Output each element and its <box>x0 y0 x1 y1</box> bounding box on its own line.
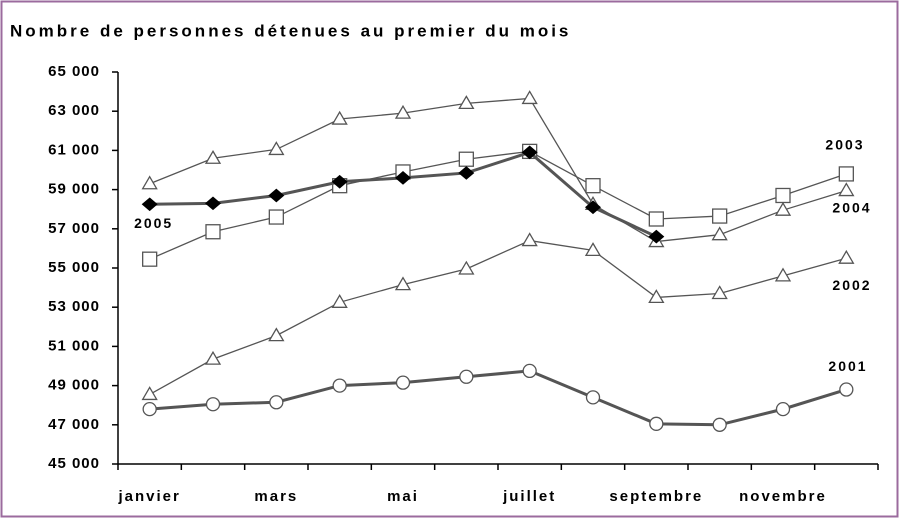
y-tick-label: 45 000 <box>48 455 100 472</box>
y-tick-label: 59 000 <box>48 181 100 198</box>
marker <box>205 397 221 412</box>
marker <box>648 211 664 227</box>
marker <box>458 166 475 180</box>
series-line <box>149 239 847 395</box>
marker <box>458 151 474 167</box>
x-tick-label: mai <box>387 488 419 505</box>
y-tick-label: 61 000 <box>48 141 100 158</box>
marker <box>205 196 221 211</box>
series-line <box>149 97 847 243</box>
marker <box>204 350 222 365</box>
y-tick-label: 65 000 <box>48 63 100 80</box>
marker <box>269 395 284 410</box>
series-label: 2002 <box>832 277 871 293</box>
y-tick-label: 55 000 <box>48 259 100 276</box>
marker <box>205 224 221 240</box>
marker <box>395 170 411 185</box>
marker <box>394 104 412 119</box>
marker <box>331 294 348 308</box>
marker <box>395 375 411 390</box>
y-tick-label: 49 000 <box>48 377 100 394</box>
marker <box>774 267 792 282</box>
marker <box>838 249 855 264</box>
series-label: 2001 <box>828 358 867 374</box>
series-label: 2004 <box>832 199 871 215</box>
series-label: 2005 <box>134 215 173 231</box>
marker <box>521 145 538 160</box>
marker <box>331 110 348 125</box>
marker <box>838 166 854 182</box>
marker <box>712 208 728 224</box>
marker <box>459 369 474 384</box>
x-tick-label: juillet <box>502 488 556 505</box>
marker <box>838 182 855 197</box>
marker <box>774 201 792 216</box>
y-tick-label: 51 000 <box>48 337 100 354</box>
marker <box>584 242 602 257</box>
marker <box>711 285 728 300</box>
y-tick-label: 53 000 <box>48 298 100 315</box>
x-tick-label: janvier <box>117 488 180 505</box>
marker <box>585 178 601 194</box>
y-tick-label: 57 000 <box>48 220 100 237</box>
marker <box>521 232 538 247</box>
marker <box>394 276 412 291</box>
marker <box>268 327 285 342</box>
marker <box>331 174 348 189</box>
marker <box>648 289 665 304</box>
x-tick-label: mars <box>254 488 298 505</box>
marker <box>649 416 664 431</box>
marker <box>648 229 665 244</box>
marker <box>142 251 158 267</box>
marker <box>141 386 158 401</box>
marker <box>521 90 538 105</box>
marker <box>268 141 285 156</box>
chart-title: Nombre de personnes détenues au premier … <box>10 21 571 40</box>
marker <box>839 382 854 397</box>
x-tick-label: septembre <box>609 488 703 505</box>
marker <box>585 390 601 405</box>
marker <box>332 378 347 393</box>
marker <box>775 187 791 204</box>
series-line <box>149 369 847 427</box>
y-tick-label: 63 000 <box>48 102 100 119</box>
series-line <box>149 150 847 260</box>
marker <box>141 175 158 190</box>
marker <box>268 188 285 203</box>
marker <box>585 200 601 215</box>
marker <box>142 401 157 417</box>
marker <box>204 149 222 164</box>
marker <box>458 260 475 275</box>
marker <box>712 417 727 432</box>
marker <box>711 226 728 241</box>
marker <box>141 197 158 212</box>
marker <box>268 209 284 225</box>
x-tick-label: novembre <box>739 488 827 505</box>
y-tick-label: 47 000 <box>48 416 100 433</box>
marker <box>775 401 791 417</box>
marker <box>522 363 537 379</box>
series-label: 2003 <box>825 137 864 153</box>
marker <box>458 95 475 110</box>
